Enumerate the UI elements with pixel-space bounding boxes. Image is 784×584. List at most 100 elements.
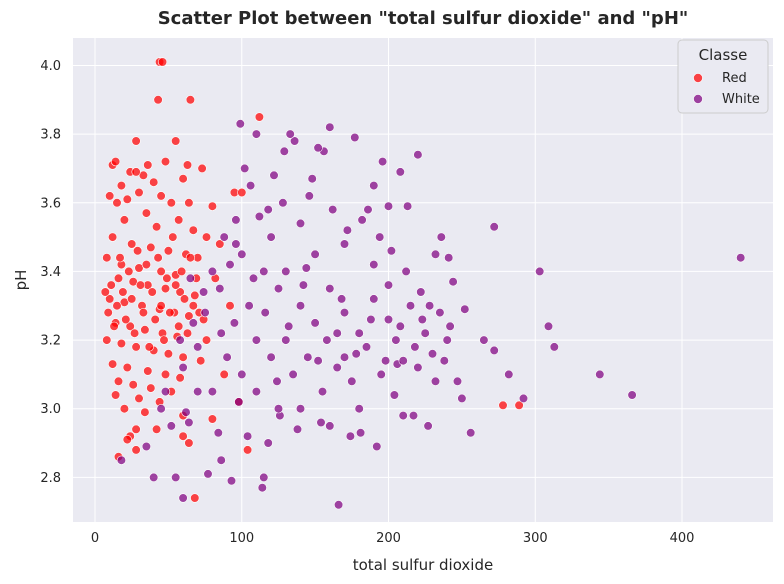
- data-point: [251, 335, 261, 345]
- data-point: [119, 404, 129, 414]
- data-point: [107, 232, 118, 242]
- data-point: [174, 321, 184, 331]
- data-point: [351, 349, 361, 359]
- data-point: [435, 308, 445, 318]
- y-tick-label: 3.6: [40, 196, 61, 211]
- data-point: [350, 132, 360, 143]
- legend-box: [677, 39, 769, 114]
- data-point: [133, 246, 143, 256]
- data-point: [188, 301, 198, 311]
- data-point: [162, 273, 172, 283]
- y-tick-label: 3.8: [40, 128, 61, 143]
- data-point: [504, 369, 514, 380]
- data-point: [389, 390, 400, 400]
- data-point: [420, 328, 430, 338]
- legend-label-red: Red: [722, 71, 747, 86]
- data-point: [184, 438, 194, 448]
- x-tick-label: 0: [91, 531, 99, 546]
- data-point: [131, 167, 141, 177]
- data-point: [339, 352, 350, 362]
- data-point: [102, 253, 112, 263]
- x-tick-label: 200: [376, 531, 401, 546]
- data-point: [174, 215, 184, 225]
- y-tick-label: 3.0: [40, 402, 61, 417]
- data-point: [190, 290, 200, 301]
- data-point: [288, 369, 298, 380]
- data-point: [110, 390, 121, 400]
- data-point: [116, 181, 126, 191]
- data-point: [342, 225, 353, 235]
- data-point: [413, 362, 423, 373]
- data-point: [244, 301, 254, 311]
- data-point: [337, 294, 347, 304]
- data-point: [535, 266, 545, 277]
- data-point: [178, 362, 188, 373]
- y-tick-label: 3.4: [40, 265, 61, 280]
- data-point: [143, 160, 153, 170]
- data-point: [118, 287, 128, 297]
- data-point: [310, 318, 320, 328]
- data-point: [160, 369, 171, 380]
- data-point: [159, 335, 169, 345]
- data-point: [121, 314, 131, 325]
- data-point: [125, 321, 135, 331]
- data-point: [182, 160, 193, 170]
- data-point: [281, 335, 291, 345]
- data-point: [332, 328, 342, 338]
- data-point: [163, 349, 173, 359]
- data-point: [303, 352, 313, 362]
- data-point: [152, 424, 162, 434]
- data-point: [182, 328, 193, 338]
- data-point: [489, 345, 499, 356]
- data-point: [181, 407, 191, 417]
- data-point: [436, 232, 446, 242]
- legend-title: Classe: [699, 46, 748, 64]
- data-point: [100, 287, 110, 297]
- data-point: [301, 263, 311, 273]
- data-point: [149, 177, 159, 187]
- data-point: [215, 284, 225, 294]
- data-point: [313, 356, 323, 366]
- data-point: [595, 369, 605, 380]
- data-point: [298, 280, 309, 290]
- data-point: [153, 253, 163, 263]
- data-point: [417, 314, 427, 325]
- data-point: [185, 253, 195, 263]
- data-point: [339, 239, 350, 249]
- data-point: [304, 191, 314, 201]
- data-point: [112, 198, 122, 208]
- data-point: [322, 335, 332, 345]
- data-point: [190, 493, 200, 503]
- data-point: [273, 284, 284, 294]
- data-point: [295, 218, 306, 228]
- data-point: [105, 294, 115, 304]
- data-point: [152, 222, 162, 232]
- y-tick-label: 4.0: [40, 59, 61, 74]
- data-point: [383, 280, 394, 290]
- y-tick-label: 3.2: [40, 334, 61, 349]
- data-point: [184, 311, 194, 321]
- data-point: [259, 472, 269, 483]
- data-point: [185, 273, 195, 283]
- data-point: [372, 441, 382, 452]
- data-point: [127, 294, 137, 304]
- data-point: [160, 157, 171, 167]
- data-point: [273, 404, 284, 414]
- data-point: [122, 362, 132, 373]
- data-point: [237, 187, 247, 198]
- data-point: [452, 376, 463, 386]
- x-tick-label: 300: [523, 531, 548, 546]
- data-point: [416, 287, 426, 297]
- data-point: [339, 308, 350, 318]
- data-point: [260, 308, 270, 318]
- data-point: [295, 404, 306, 414]
- data-point: [243, 445, 253, 455]
- data-point: [200, 308, 210, 318]
- data-point: [203, 469, 213, 479]
- data-point: [489, 222, 499, 232]
- data-point: [146, 383, 156, 393]
- data-point: [332, 362, 342, 373]
- data-point: [188, 225, 198, 235]
- data-point: [207, 201, 217, 211]
- data-point: [254, 211, 264, 222]
